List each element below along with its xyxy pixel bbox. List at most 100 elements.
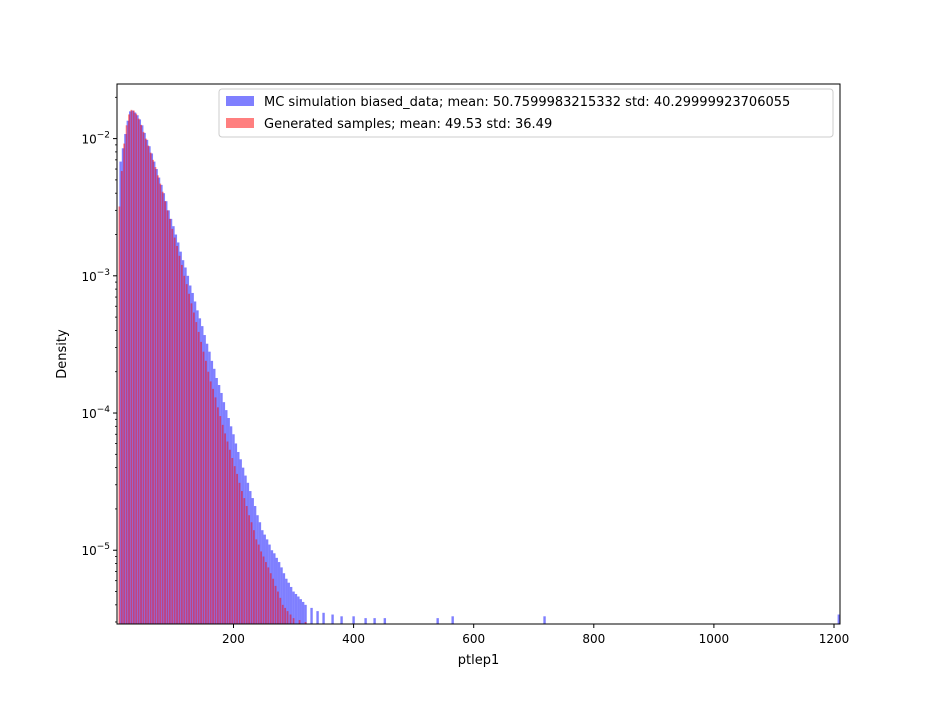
bar-series-1-16 — [156, 175, 159, 624]
bar-series-0-89 — [543, 616, 546, 624]
bar-series-1-0 — [118, 206, 121, 624]
bar-series-0-90 — [837, 614, 840, 624]
bar-series-0-72 — [292, 591, 295, 624]
legend-label-generated-samples: Generated samples; mean: 49.53 std: 36.4… — [264, 117, 552, 132]
x-tick-label-2: 600 — [462, 632, 485, 646]
y-tick-label-1: 10−4 — [81, 405, 110, 421]
bar-series-1-33 — [197, 331, 200, 624]
bar-series-0-75 — [299, 599, 302, 624]
bar-series-1-72 — [292, 618, 295, 624]
bar-series-0-57 — [256, 515, 259, 624]
bar-series-0-47 — [232, 434, 235, 624]
bar-series-1-58 — [257, 544, 260, 624]
bar-series-1-60 — [262, 556, 265, 624]
bar-series-0-76 — [301, 601, 305, 624]
bar-series-0-86 — [383, 618, 387, 624]
bar-series-1-20 — [166, 210, 169, 624]
y-tick-label-0: 10−5 — [81, 542, 110, 558]
bar-series-1-8 — [137, 118, 140, 624]
bar-series-1-46 — [228, 449, 231, 624]
bar-series-1-53 — [245, 506, 248, 624]
bar-series-1-14 — [152, 159, 154, 624]
bar-series-1-13 — [149, 152, 152, 624]
bar-series-1-26 — [180, 264, 183, 624]
bar-series-0-70 — [287, 582, 290, 624]
bar-series-0-48 — [234, 443, 238, 624]
histogram-bars — [118, 109, 840, 624]
bar-series-1-57 — [255, 539, 258, 624]
bar-series-1-29 — [188, 293, 190, 624]
bar-series-1-2 — [123, 143, 126, 624]
bar-series-0-83 — [352, 616, 355, 624]
bar-series-1-31 — [192, 312, 195, 624]
bar-series-0-3 — [126, 120, 130, 624]
bar-series-1-7 — [135, 113, 138, 624]
bar-series-0-42 — [220, 392, 223, 624]
bar-series-0-33 — [198, 318, 202, 624]
bar-series-0-38 — [210, 360, 214, 624]
bar-series-0-1 — [121, 148, 125, 624]
bar-series-0-0 — [119, 161, 122, 624]
legend-swatch-generated-samples — [226, 118, 254, 128]
bar-series-1-37 — [207, 371, 210, 624]
bar-series-0-81 — [331, 614, 334, 624]
bar-series-1-11 — [144, 138, 147, 624]
bar-series-1-12 — [147, 145, 150, 624]
x-tick-label-0: 200 — [222, 632, 245, 646]
bar-series-1-67 — [279, 597, 282, 624]
bar-series-0-84 — [364, 618, 367, 624]
bar-series-0-17 — [160, 184, 163, 624]
bar-series-0-62 — [268, 544, 271, 624]
bar-series-0-20 — [167, 210, 170, 624]
bar-series-1-24 — [176, 245, 178, 624]
bar-series-0-24 — [177, 242, 180, 624]
bar-series-0-32 — [196, 310, 199, 624]
bar-series-0-31 — [193, 301, 197, 624]
bar-series-0-54 — [249, 491, 252, 624]
bar-series-1-48 — [233, 466, 236, 624]
bar-series-0-49 — [237, 451, 240, 624]
bar-series-1-27 — [183, 275, 186, 624]
legend-swatch-mc-simulation — [226, 96, 254, 106]
bar-series-1-19 — [164, 201, 166, 624]
bar-series-1-64 — [272, 578, 275, 624]
bar-series-1-45 — [226, 441, 229, 624]
bar-series-1-25 — [178, 255, 181, 624]
bar-series-0-44 — [225, 410, 228, 624]
bar-series-0-66 — [277, 562, 281, 624]
bar-series-0-2 — [124, 134, 127, 624]
bar-series-1-30 — [190, 303, 193, 624]
bar-series-0-71 — [289, 586, 293, 624]
bar-series-0-36 — [205, 343, 209, 624]
bar-series-0-43 — [222, 402, 226, 624]
bar-series-0-22 — [172, 226, 175, 624]
bar-series-0-88 — [451, 616, 454, 624]
bar-series-0-78 — [310, 607, 313, 624]
x-tick-label-3: 800 — [582, 632, 605, 646]
legend-label-mc-simulation: MC simulation biased_data; mean: 50.7599… — [264, 95, 790, 110]
x-axis-ticks: 200 400 600 800 1000 1200 — [222, 624, 849, 646]
bar-series-0-23 — [174, 234, 178, 624]
bar-series-1-70 — [286, 611, 289, 624]
bar-series-1-22 — [171, 228, 174, 624]
bar-series-0-7 — [136, 115, 139, 624]
bar-series-0-53 — [246, 482, 250, 624]
bar-series-1-34 — [200, 341, 202, 624]
bar-series-1-62 — [267, 567, 270, 624]
bar-series-0-40 — [215, 378, 218, 624]
bar-series-1-66 — [277, 591, 279, 624]
legend-box — [218, 88, 834, 138]
bar-series-1-38 — [209, 381, 212, 624]
x-tick-label-1: 400 — [342, 632, 365, 646]
bar-series-1-15 — [154, 167, 157, 624]
bar-series-0-74 — [297, 596, 300, 624]
bar-series-1-71 — [289, 614, 292, 624]
bar-series-0-11 — [145, 139, 149, 624]
bar-series-0-10 — [143, 132, 146, 624]
bar-series-0-15 — [155, 169, 158, 624]
bar-series-1-42 — [219, 416, 222, 624]
bar-series-1-41 — [216, 407, 219, 624]
bar-series-0-26 — [181, 260, 185, 624]
bar-series-0-45 — [227, 417, 230, 624]
